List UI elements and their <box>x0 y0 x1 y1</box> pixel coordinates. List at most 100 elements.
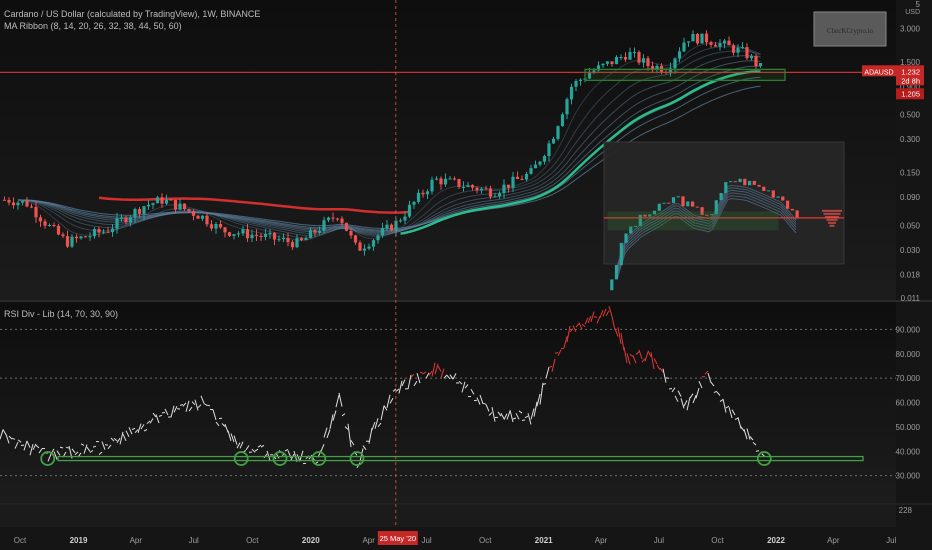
candle <box>173 199 178 210</box>
rsi-line-segment <box>11 437 16 440</box>
candle <box>439 178 443 185</box>
rsi-line-segment <box>578 322 583 330</box>
inset-candle <box>700 207 704 215</box>
ma-slow-line <box>98 196 410 214</box>
rsi-line-segment <box>14 441 19 449</box>
rsi-line-segment <box>671 387 676 393</box>
candle <box>277 239 281 241</box>
rsi-line-segment <box>395 388 400 392</box>
candle <box>56 225 61 235</box>
time-tick-label: 2022 <box>767 536 785 545</box>
ma-ribbon-label[interactable]: MA Ribbon (8, 14, 20, 26, 32, 38, 44, 50… <box>4 21 182 31</box>
candle <box>119 217 124 219</box>
rsi-line-segment <box>755 450 760 452</box>
rsi-line-segment <box>659 367 664 373</box>
time-tick-label: 2019 <box>70 536 88 545</box>
price-tick-label: 0.011 <box>901 294 921 303</box>
rsi-line-segment <box>299 450 304 461</box>
candle <box>367 246 371 249</box>
rsi-line-segment <box>374 418 379 429</box>
price-pane[interactable] <box>0 30 896 291</box>
rsi-line-segment <box>722 398 727 413</box>
rsi-tick-label: 70.000 <box>896 374 921 383</box>
candle <box>484 188 488 190</box>
rsi-line-segment <box>548 365 553 368</box>
rsi-line-segment <box>656 364 661 370</box>
candle <box>178 203 182 210</box>
rsi-line-segment <box>668 388 673 390</box>
candle <box>7 199 11 203</box>
rsi-indicator-label[interactable]: RSI Div - Lib (14, 70, 30, 90) <box>4 309 119 319</box>
inset-volume-profile <box>823 212 841 215</box>
rsi-line-segment <box>749 436 754 441</box>
time-tick-label: 2021 <box>535 536 553 545</box>
inset-volume-profile <box>828 221 836 224</box>
rsi-line-segment <box>635 351 640 355</box>
rsi-line-segment <box>482 402 487 405</box>
rsi-line-segment <box>23 440 28 451</box>
rsi-line-segment <box>98 451 103 455</box>
inset-volume-profile <box>826 218 838 221</box>
candle <box>479 188 484 191</box>
price-tick-label: 0.050 <box>900 221 921 230</box>
rsi-line-segment <box>257 444 262 448</box>
rsi-line-segment <box>203 403 208 406</box>
candle <box>245 229 250 239</box>
candle <box>443 178 448 185</box>
symbol-tag-bg <box>862 65 896 77</box>
rsi-line-segment <box>86 446 91 452</box>
rsi-line-segment <box>689 393 694 399</box>
symbol-title[interactable]: Cardano / US Dollar (calculated by Tradi… <box>4 9 261 19</box>
rsi-pane[interactable] <box>0 306 896 477</box>
inset-candle <box>662 202 666 204</box>
candle <box>286 238 290 243</box>
rsi-line-segment <box>662 368 667 383</box>
last-price-label: 1.232 <box>901 67 920 76</box>
candle <box>205 215 209 225</box>
candle <box>754 56 758 67</box>
candle <box>637 52 641 63</box>
candle <box>551 138 556 144</box>
symbol-tag: ADAUSD <box>864 69 893 76</box>
rsi-line-segment <box>407 374 412 390</box>
rsi-line-segment <box>572 325 577 333</box>
rsi-line-segment <box>617 327 622 344</box>
rsi-support-marker <box>233 451 249 466</box>
rsi-line-segment <box>377 422 382 428</box>
candle <box>200 215 205 219</box>
rsi-line-segment <box>350 440 355 446</box>
rsi-support-marker <box>40 451 56 466</box>
rsi-line-segment <box>383 405 388 411</box>
rsi-line-segment <box>371 421 376 431</box>
candle <box>92 229 97 237</box>
time-tick-label: Jul <box>886 536 896 545</box>
candle <box>227 232 232 236</box>
rsi-line-segment <box>221 423 226 427</box>
rsi-line-segment <box>692 395 697 404</box>
bottom-pane-bg <box>0 505 896 527</box>
rsi-line-segment <box>536 393 541 407</box>
candle <box>70 236 74 247</box>
candle <box>155 197 160 204</box>
candle <box>344 222 349 231</box>
candle <box>538 161 542 165</box>
rsi-line-segment <box>131 427 136 430</box>
rsi-line-segment <box>599 309 604 318</box>
rsi-line-segment <box>593 316 598 318</box>
rsi-line-segment <box>0 429 4 440</box>
inset-candle <box>638 214 642 226</box>
rsi-line-segment <box>32 443 37 451</box>
rsi-line-segment <box>575 323 580 328</box>
rsi-line-segment <box>323 427 328 438</box>
rsi-line-segment <box>515 413 520 420</box>
rsi-line-segment <box>128 427 133 435</box>
candle <box>151 203 155 205</box>
candle <box>259 235 263 237</box>
rsi-line-segment <box>728 407 733 419</box>
rsi-line-segment <box>164 408 169 416</box>
rsi-line-segment <box>338 392 343 407</box>
candle <box>677 51 682 59</box>
rsi-line-segment <box>566 325 571 343</box>
rsi-line-segment <box>746 428 751 440</box>
